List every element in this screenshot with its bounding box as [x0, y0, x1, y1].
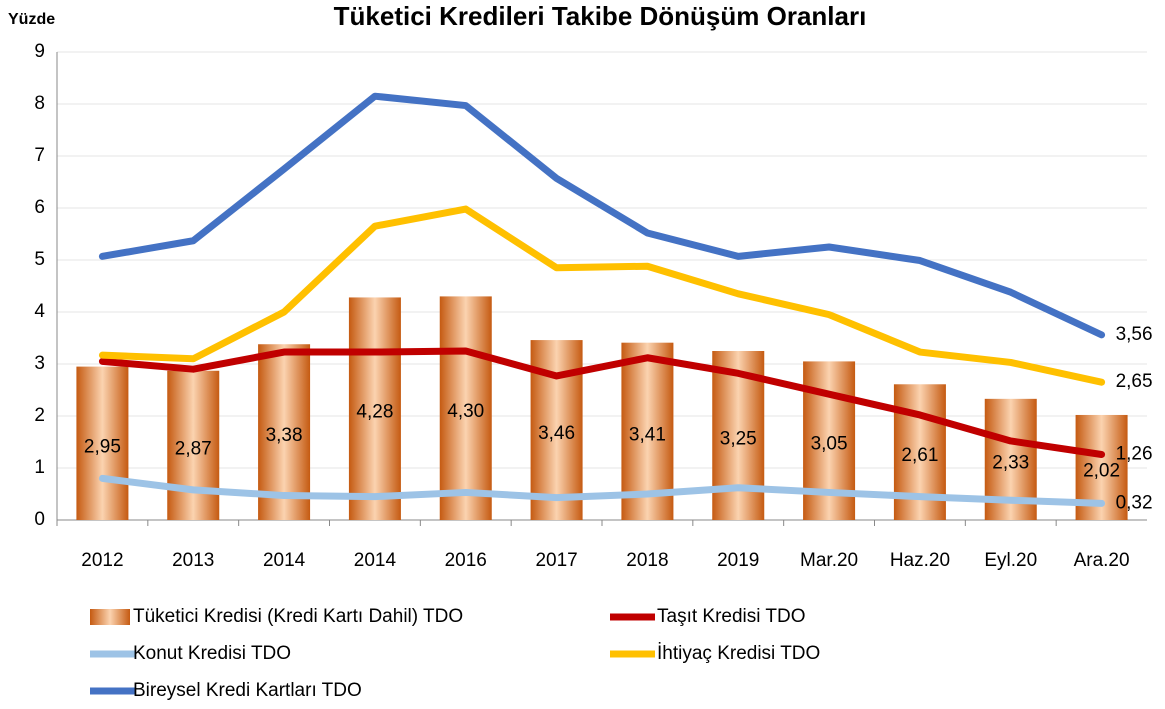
x-tick-label: 2014 [354, 550, 397, 571]
line-series [98, 205, 1106, 386]
legend-label: Tüketici Kredisi (Kredi Kartı Dahil) TDO [133, 606, 463, 627]
y-axis-label: Yüzde [8, 11, 55, 28]
legend-label: Konut Kredisi TDO [133, 643, 291, 664]
bar-value-label: 3,25 [720, 429, 757, 450]
x-tick-label: 2019 [717, 550, 759, 571]
x-tick-label: Ara.20 [1074, 550, 1130, 571]
bar-value-label: 3,46 [538, 423, 575, 444]
bar-value-label: 4,30 [447, 401, 484, 422]
bar-value-label: 3,05 [811, 434, 848, 455]
bar-value-label: 4,28 [356, 402, 393, 423]
y-tick-label: 6 [34, 197, 45, 218]
x-tick-label: 2012 [81, 550, 123, 571]
x-tick-label: Mar.20 [800, 550, 858, 571]
line-series [98, 92, 1106, 339]
y-tick-label: 9 [34, 41, 45, 62]
bar-value-label: 2,95 [84, 436, 121, 457]
x-tick-label: 2017 [535, 550, 577, 571]
chart-title: Tüketici Kredileri Takibe Dönüşüm Oranla… [334, 1, 867, 31]
bar-value-label: 2,02 [1083, 460, 1120, 481]
legend-marker [90, 609, 130, 625]
bar-value-label: 2,61 [901, 445, 938, 466]
bar-value-label: 3,41 [629, 424, 666, 445]
y-tick-label: 5 [34, 249, 45, 270]
legend-label: İhtiyaç Kredisi TDO [657, 643, 820, 664]
y-tick-label: 1 [34, 457, 45, 478]
line-series [98, 347, 1106, 458]
y-tick-label: 4 [34, 301, 45, 322]
y-tick-label: 3 [34, 353, 45, 374]
x-tick-label: 2014 [263, 550, 306, 571]
line-value-label: 0,32 [1116, 492, 1153, 513]
y-tick-label: 7 [34, 145, 45, 166]
line-value-label: 3,56 [1116, 324, 1153, 345]
x-tick-label: Eyl.20 [984, 550, 1037, 571]
y-tick-label: 2 [34, 405, 45, 426]
bar [258, 344, 311, 520]
bar [167, 370, 220, 520]
x-tick-label: 2013 [172, 550, 214, 571]
y-tick-label: 0 [34, 509, 45, 530]
bar [348, 297, 401, 520]
bar-value-label: 2,33 [992, 452, 1029, 473]
bar-value-label: 2,87 [175, 438, 212, 459]
bar [439, 296, 492, 520]
legend-label: Bireysel Kredi Kartları TDO [133, 680, 362, 701]
line-value-label: 2,65 [1116, 371, 1153, 392]
x-tick-label: Haz.20 [890, 550, 950, 571]
bar [76, 366, 129, 520]
y-tick-label: 8 [34, 93, 45, 114]
line-series [98, 474, 1106, 507]
line-value-label: 1,26 [1116, 443, 1153, 464]
bar-value-label: 3,38 [266, 425, 303, 446]
x-tick-label: 2018 [626, 550, 668, 571]
x-tick-label: 2016 [445, 550, 487, 571]
legend-label: Taşıt Kredisi TDO [657, 606, 806, 627]
